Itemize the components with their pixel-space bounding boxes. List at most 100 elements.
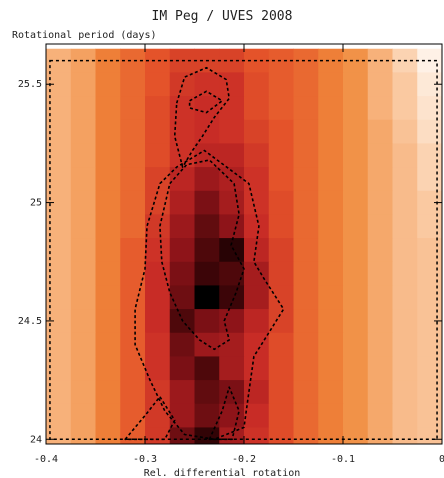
heatmap-cell: [145, 190, 171, 215]
heatmap-cell: [194, 190, 220, 215]
heatmap-cell: [268, 309, 294, 334]
heatmap-cell: [343, 119, 369, 144]
heatmap-cell: [70, 119, 96, 144]
heatmap-cell: [145, 96, 171, 121]
heatmap-cell: [244, 214, 270, 239]
heatmap-cell: [367, 119, 393, 144]
heatmap-cell: [169, 427, 195, 445]
heatmap-cell: [95, 119, 121, 144]
heatmap-cell: [194, 143, 220, 168]
x-tick-label: 0: [439, 454, 444, 465]
heatmap-cell: [318, 190, 344, 215]
heatmap-cell: [95, 167, 121, 192]
heatmap-cell: [70, 214, 96, 239]
heatmap-cell: [367, 427, 393, 445]
heatmap-cell: [95, 190, 121, 215]
heatmap-cell: [392, 380, 418, 405]
heatmap-cell: [318, 238, 344, 263]
heatmap-cell: [367, 309, 393, 334]
heatmap-cell: [70, 261, 96, 286]
heatmap-cell: [244, 427, 270, 445]
heatmap-cell: [293, 167, 319, 192]
heatmap-cell: [145, 332, 171, 357]
heatmap-cell: [70, 190, 96, 215]
heatmap-cell: [367, 214, 393, 239]
heatmap-cell: [120, 214, 146, 239]
heatmap-cell: [367, 96, 393, 121]
heatmap-cell: [169, 238, 195, 263]
chart-title: IM Peg / UVES 2008: [152, 9, 293, 24]
heatmap-cell: [293, 332, 319, 357]
x-axis-label: Rel. differential rotation: [144, 468, 301, 478]
heatmap-cell: [268, 261, 294, 286]
heatmap-cell: [293, 309, 319, 334]
heatmap-cell: [318, 167, 344, 192]
heatmap-cell: [268, 332, 294, 357]
heatmap-cell: [392, 261, 418, 286]
heatmap-cell: [194, 96, 220, 121]
heatmap-cell: [70, 403, 96, 428]
heatmap-cell: [417, 119, 443, 144]
heatmap-cell: [293, 261, 319, 286]
heatmap-cell: [417, 356, 443, 381]
heatmap-cell: [169, 332, 195, 357]
heatmap-cell: [95, 72, 121, 97]
heatmap-cell: [268, 427, 294, 445]
x-tick-label: -0.3: [133, 454, 157, 465]
heatmap-cell: [145, 427, 171, 445]
heatmap-cell: [145, 309, 171, 334]
heatmap-cell: [318, 380, 344, 405]
heatmap-cell: [194, 261, 220, 286]
heatmap-cell: [293, 143, 319, 168]
heatmap-cell: [169, 403, 195, 428]
heatmap-cell: [417, 167, 443, 192]
heatmap-cell: [145, 356, 171, 381]
heatmap-cell: [70, 143, 96, 168]
heatmap-cell: [343, 238, 369, 263]
heatmap-cell: [367, 167, 393, 192]
heatmap-cell: [343, 214, 369, 239]
heatmap-cell: [367, 332, 393, 357]
heatmap-cell: [392, 143, 418, 168]
heatmap-cell: [219, 214, 245, 239]
heatmap-cell: [95, 332, 121, 357]
heatmap-cell: [219, 285, 245, 310]
heatmap-cell: [244, 285, 270, 310]
x-tick-label: -0.2: [232, 454, 256, 465]
heatmap-cell: [194, 332, 220, 357]
heatmap-cell: [318, 96, 344, 121]
heatmap-cell: [318, 143, 344, 168]
heatmap-cell: [318, 309, 344, 334]
heatmap-cell: [343, 332, 369, 357]
contour-line: [134, 149, 285, 441]
heatmap-cell: [367, 190, 393, 215]
heatmap-cell: [95, 143, 121, 168]
heatmap-cell: [318, 72, 344, 97]
y-tick-label: 24: [30, 434, 42, 445]
heatmap-cell: [417, 332, 443, 357]
heatmap-cell: [95, 285, 121, 310]
heatmap-cell: [70, 167, 96, 192]
heatmap-cell: [417, 143, 443, 168]
heatmap-cell: [343, 309, 369, 334]
heatmap-cell: [268, 96, 294, 121]
heatmap-cell: [343, 72, 369, 97]
heatmap-cell: [343, 356, 369, 381]
heatmap-cell: [194, 380, 220, 405]
heatmap-cell: [343, 190, 369, 215]
axis-ticks: -0.4 -0.3 -0.2 -0.1 0 24 24.5 25 25.5: [18, 44, 444, 465]
heatmap-cell: [120, 96, 146, 121]
heatmap-cell: [219, 96, 245, 121]
heatmap-cell: [392, 238, 418, 263]
heatmap-cell: [145, 143, 171, 168]
heatmap-cell: [367, 72, 393, 97]
heatmap-cell: [95, 238, 121, 263]
heatmap-cell: [219, 309, 245, 334]
y-tick-label: 25.5: [18, 79, 42, 90]
heatmap-cell: [219, 238, 245, 263]
heatmap-cell: [95, 309, 121, 334]
heatmap-cell: [318, 356, 344, 381]
heatmap-cell: [392, 285, 418, 310]
heatmap-cell: [343, 380, 369, 405]
heatmap-cell: [70, 238, 96, 263]
